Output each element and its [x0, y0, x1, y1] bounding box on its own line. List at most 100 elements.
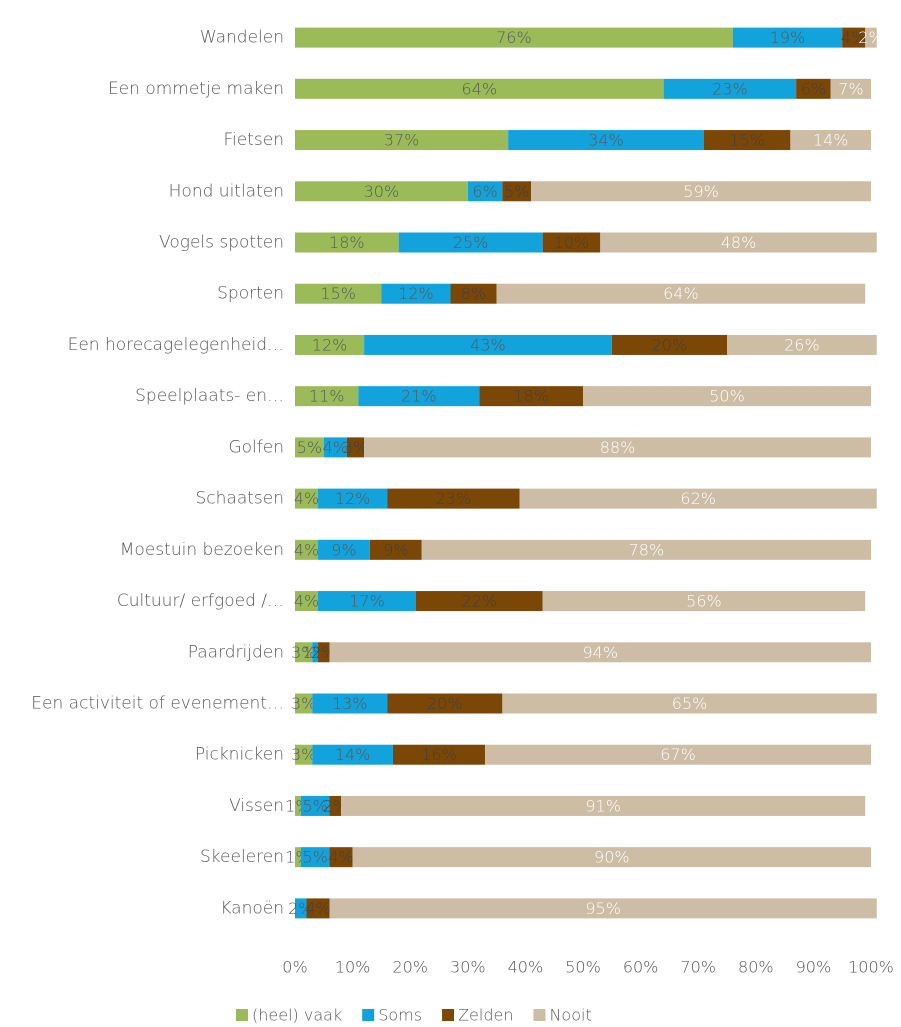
- data-label: 64%: [462, 79, 498, 98]
- data-label: 21%: [401, 387, 437, 406]
- bar-segment: [542, 591, 866, 612]
- data-label: 90%: [594, 848, 630, 867]
- category-label: Sporten: [217, 284, 284, 304]
- data-label: 78%: [629, 540, 665, 559]
- data-label: 12%: [398, 284, 434, 303]
- category-label: Vissen: [229, 796, 284, 816]
- x-tick-label: 30%: [450, 958, 486, 977]
- bar-segment: [295, 898, 307, 919]
- bar-segment: [415, 591, 543, 612]
- data-label: 50%: [709, 387, 745, 406]
- x-tick-label: 0%: [282, 958, 307, 977]
- bar-segment: [508, 130, 704, 151]
- data-label: 19%: [770, 28, 806, 47]
- category-label: Een activiteit of evenement…: [31, 694, 284, 714]
- category-label: Schaatsen: [195, 489, 284, 509]
- data-label: 5%: [302, 796, 327, 815]
- data-label: 4%: [294, 489, 319, 508]
- bar-segment: [519, 488, 877, 509]
- data-label: 18%: [513, 387, 549, 406]
- bar-segment: [318, 539, 370, 560]
- bar-segment: [295, 27, 733, 48]
- bar-segment: [295, 181, 468, 202]
- data-label: 4%: [323, 438, 348, 457]
- legend-label: Nooit: [549, 1006, 591, 1025]
- x-tick-label: 20%: [392, 958, 428, 977]
- data-label: 91%: [585, 796, 621, 815]
- bar-segment: [398, 232, 543, 253]
- bar-segment: [295, 642, 313, 663]
- bar-segment: [318, 591, 416, 612]
- data-label: 16%: [421, 745, 457, 764]
- data-label: 3%: [343, 438, 368, 457]
- category-label: Skeeleren: [200, 847, 284, 867]
- data-label: 5%: [297, 438, 322, 457]
- data-label: 95%: [585, 899, 621, 918]
- category-label: Paardrijden: [188, 642, 284, 662]
- bar-segment: [392, 744, 486, 765]
- bar-segment: [467, 181, 503, 202]
- bar-segment: [295, 591, 319, 612]
- category-label: Kanoën: [220, 898, 284, 918]
- category-label: Cultuur/ erfgoed /…: [117, 591, 284, 611]
- bar-segment: [381, 283, 451, 304]
- data-label: 23%: [436, 489, 472, 508]
- bar-segment: [295, 78, 664, 99]
- category-label: Wandelen: [200, 28, 284, 48]
- bar-segment: [364, 437, 871, 458]
- legend-swatch: [533, 1009, 546, 1021]
- bar-segment: [485, 744, 871, 765]
- data-label: 34%: [588, 131, 624, 150]
- bar-segment: [295, 693, 313, 714]
- bar-segment: [295, 795, 301, 816]
- data-label: 65%: [672, 694, 708, 713]
- bar-segment: [387, 488, 520, 509]
- bar-segment: [295, 847, 301, 868]
- bar-segment: [369, 539, 422, 560]
- bar-segment: [318, 642, 330, 663]
- data-label: 3%: [291, 643, 316, 662]
- bar-segment: [364, 334, 612, 355]
- data-label: 37%: [384, 131, 420, 150]
- data-label: 43%: [470, 335, 506, 354]
- data-label: 3%: [291, 694, 316, 713]
- data-label: 48%: [721, 233, 757, 252]
- category-label: Moestuin bezoeken: [120, 540, 284, 560]
- category-label: Golfen: [228, 437, 284, 457]
- legend-label: Zelden: [458, 1006, 513, 1025]
- category-label: Vogels spotten: [159, 233, 284, 253]
- bar-segment: [600, 232, 877, 253]
- data-label: 11%: [309, 387, 345, 406]
- legend-label: Soms: [378, 1006, 422, 1025]
- data-label: 88%: [600, 438, 636, 457]
- legend-label: (heel) vaak: [252, 1006, 342, 1025]
- bar-segment: [663, 78, 797, 99]
- data-label: 25%: [453, 233, 489, 252]
- bar-segment: [531, 181, 871, 202]
- bar-segment: [329, 898, 877, 919]
- bar-segment: [295, 334, 365, 355]
- data-label: 4%: [841, 28, 866, 47]
- data-label: 12%: [312, 335, 348, 354]
- data-label: 14%: [813, 131, 849, 150]
- bar-segment: [318, 488, 388, 509]
- bar-segment: [341, 795, 866, 816]
- bar-segment: [329, 847, 353, 868]
- x-tick-label: 80%: [738, 958, 774, 977]
- category-label: Een ommetje maken: [108, 79, 284, 99]
- legend-swatch: [236, 1009, 248, 1021]
- data-label: 14%: [335, 745, 371, 764]
- bar-segment: [387, 693, 503, 714]
- data-label: 23%: [712, 79, 748, 98]
- bar-segment: [346, 437, 365, 458]
- data-label: 2%: [858, 28, 883, 47]
- category-label: Een horecagelegenheid…: [68, 335, 284, 355]
- bar-segment: [502, 693, 877, 714]
- data-label: 13%: [332, 694, 368, 713]
- data-label: 20%: [652, 335, 688, 354]
- data-label: 15%: [320, 284, 356, 303]
- data-label: 6%: [472, 182, 497, 201]
- data-label: 9%: [331, 540, 356, 559]
- bar-segment: [732, 27, 843, 48]
- bar-segment: [796, 78, 831, 99]
